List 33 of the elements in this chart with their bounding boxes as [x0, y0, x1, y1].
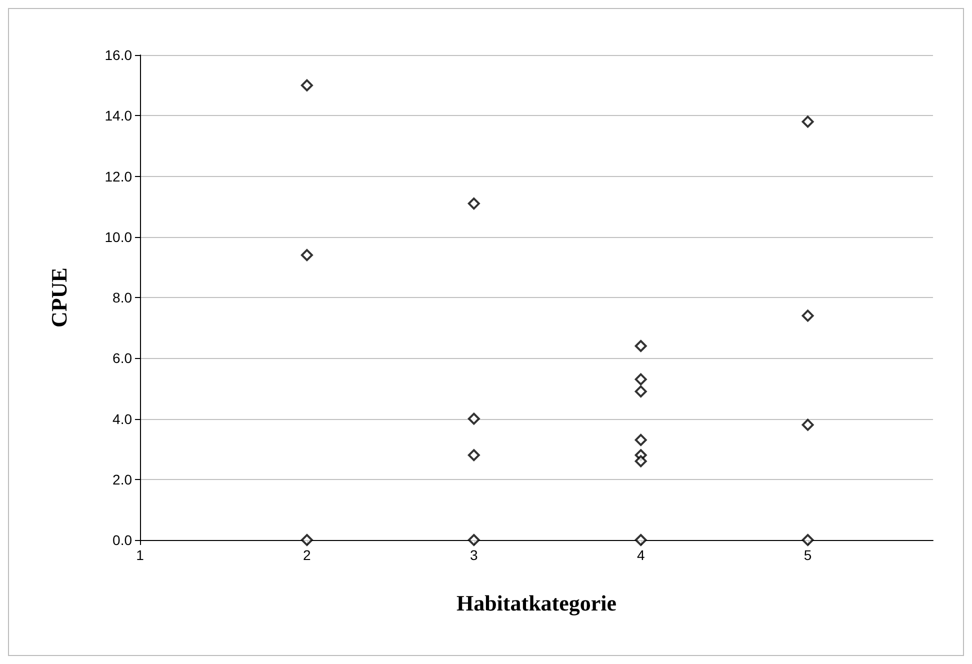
y-tick-label: 8.0: [112, 290, 132, 306]
point: [300, 534, 313, 546]
point: [468, 198, 480, 210]
y-tick-label: 2.0: [112, 471, 132, 488]
point: [300, 249, 313, 262]
y-tick-label: 12.0: [104, 168, 132, 184]
y-tick-label: 0.0: [112, 532, 132, 548]
x-tick-label: 5: [804, 547, 812, 563]
y-tick-label: 10.0: [104, 228, 132, 245]
x-tick-label: 4: [636, 547, 645, 563]
x-tick-label: 1: [136, 547, 144, 563]
x-tick-label: 2: [303, 547, 312, 563]
point: [634, 455, 647, 468]
point: [802, 310, 814, 322]
point: [802, 534, 814, 546]
point: [634, 534, 647, 546]
point: [468, 449, 480, 462]
point: [802, 418, 814, 431]
point: [300, 79, 313, 92]
y-tick-label: 16.0: [104, 47, 132, 63]
point: [634, 373, 647, 386]
y-axis-title: CPUE: [46, 268, 72, 328]
x-axis-title: Habitatkategorie: [456, 590, 617, 616]
point: [468, 534, 480, 546]
y-tick-label: 6.0: [112, 350, 132, 366]
point: [468, 412, 480, 425]
point: [634, 385, 647, 398]
point: [634, 434, 647, 446]
point: [634, 340, 647, 352]
y-tick-label: 14.0: [104, 108, 132, 124]
point: [802, 116, 814, 128]
y-tick-label: 4.0: [112, 410, 132, 427]
x-tick-label: 3: [470, 547, 478, 563]
